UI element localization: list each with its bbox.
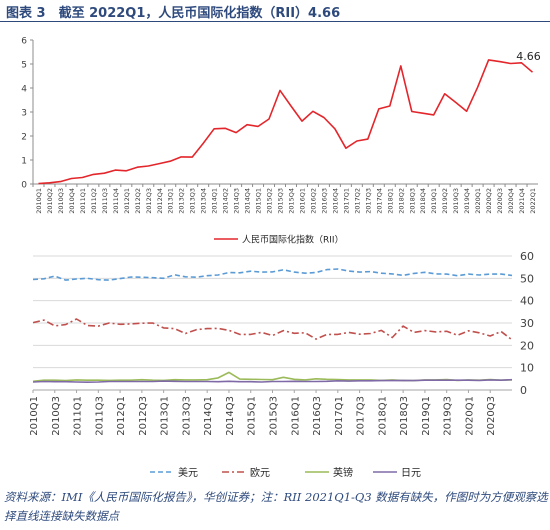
series-line-1: [32, 318, 513, 341]
x-tick-label: 2018Q4: [419, 188, 427, 214]
x-tick-label: 2015Q3: [277, 188, 285, 214]
x-tick-label: 2013Q1: [160, 396, 171, 436]
x-tick-label: 2019Q1: [421, 396, 432, 436]
x-tick-label: 2010Q2: [46, 188, 54, 214]
y-tick-label: 0: [520, 384, 527, 397]
x-tick-label: 2012Q2: [134, 188, 142, 214]
x-tick-label: 2015Q4: [287, 188, 295, 214]
legend-label-2: 英镑: [333, 466, 353, 479]
y-tick-label: 10: [520, 362, 534, 375]
figure-title: 图表 3 截至 2022Q1，人民币国际化指数（RII）4.66: [6, 6, 341, 21]
y-tick-label: 0: [21, 181, 27, 191]
x-tick-label: 2010Q1: [29, 396, 40, 436]
x-tick-label: 2011Q4: [112, 188, 120, 214]
x-tick-label: 2015Q1: [247, 396, 258, 436]
x-tick-label: 2012Q1: [123, 188, 131, 214]
x-tick-label: 2016Q4: [331, 188, 339, 214]
x-tick-label: 2017Q1: [334, 396, 345, 436]
x-tick-label: 2014Q1: [211, 188, 219, 214]
y-tick-label: 5: [21, 61, 27, 71]
y-tick-label: 20: [520, 339, 534, 352]
x-tick-label: 2016Q2: [309, 188, 317, 214]
x-tick-label: 2010Q3: [51, 396, 62, 436]
x-tick-label: 2014Q4: [244, 188, 252, 214]
x-tick-label: 2019Q2: [441, 188, 449, 214]
x-tick-label: 2013Q3: [181, 396, 192, 436]
x-tick-label: 2016Q1: [290, 396, 301, 436]
x-tick-label: 2018Q3: [399, 396, 410, 436]
x-tick-label: 2011Q1: [79, 188, 87, 214]
source-footnote: 资料来源：IMI《人民币国际化报告》，华创证券；注：RII 2021Q1-Q3 …: [4, 490, 548, 523]
x-tick-label: 2010Q4: [68, 188, 76, 214]
x-tick-label: 2020Q1: [474, 188, 482, 214]
x-tick-label: 2016Q3: [320, 188, 328, 214]
y-tick-label: 1: [21, 157, 27, 167]
x-tick-label: 2012Q3: [145, 188, 153, 214]
x-tick-label: 2010Q1: [35, 188, 43, 214]
y-tick-label: 30: [520, 317, 534, 330]
x-tick-label: 2014Q2: [222, 188, 230, 214]
x-tick-label: 2011Q3: [101, 188, 109, 214]
x-tick-label: 2018Q3: [408, 188, 416, 214]
x-tick-label: 2014Q1: [203, 396, 214, 436]
x-tick-label: 2010Q3: [57, 188, 65, 214]
series-line-0: [32, 268, 513, 281]
x-tick-label: 2011Q1: [73, 396, 84, 436]
x-tick-label: 2020Q4: [507, 188, 515, 214]
x-tick-label: 2017Q4: [375, 188, 383, 214]
x-tick-label: 2016Q1: [298, 188, 306, 214]
x-tick-label: 2022Q1: [529, 188, 537, 214]
x-tick-label: 2013Q4: [200, 188, 208, 214]
y-tick-label: 40: [520, 295, 534, 308]
x-tick-label: 2019Q1: [430, 188, 438, 214]
last-value-annotation: 4.66: [516, 50, 541, 63]
x-tick-label: 2012Q1: [116, 396, 127, 436]
x-tick-label: 2017Q3: [356, 396, 367, 436]
x-tick-label: 2011Q3: [94, 396, 105, 436]
x-tick-label: 2020Q1: [464, 396, 475, 436]
legend-label-0: 美元: [178, 466, 198, 479]
y-tick-label: 3: [21, 109, 27, 119]
y-tick-label: 50: [520, 272, 534, 285]
x-tick-label: 2015Q2: [266, 188, 274, 214]
legend-label-3: 日元: [401, 468, 421, 479]
x-tick-label: 2018Q2: [397, 188, 405, 214]
legend-label-rii: 人民币国际化指数（RII）: [242, 234, 344, 246]
x-tick-label: 2017Q2: [353, 188, 361, 214]
x-tick-label: 2018Q1: [377, 396, 388, 436]
y-tick-label: 60: [520, 250, 534, 263]
legend-label-1: 欧元: [250, 467, 270, 479]
x-tick-label: 2017Q3: [364, 188, 372, 214]
x-tick-label: 2020Q3: [486, 396, 497, 436]
x-tick-label: 2016Q3: [312, 396, 323, 436]
x-tick-label: 2012Q3: [138, 396, 149, 436]
y-tick-label: 4: [21, 85, 27, 95]
series-line-3: [32, 378, 513, 383]
x-tick-label: 2019Q4: [463, 188, 471, 214]
x-tick-label: 2019Q3: [452, 188, 460, 214]
x-tick-label: 2013Q3: [189, 188, 197, 214]
x-tick-label: 2017Q1: [342, 188, 350, 214]
x-tick-label: 2013Q1: [167, 188, 175, 214]
x-tick-label: 2011Q2: [90, 188, 98, 214]
rii-series-line: [38, 59, 534, 185]
x-tick-label: 2020Q3: [496, 188, 504, 214]
x-tick-label: 2013Q2: [178, 188, 186, 214]
x-tick-label: 2015Q1: [255, 188, 263, 214]
x-tick-label: 2021Q4: [518, 188, 526, 214]
y-tick-label: 2: [21, 133, 27, 143]
x-tick-label: 2015Q3: [269, 396, 280, 436]
title-rule: [0, 21, 550, 22]
currency-share-chart: 0 10 20 30 40 50 60 2010Q1 2010Q3 2011Q1 2011Q3 201…: [29, 250, 534, 479]
x-tick-label: 2018Q1: [386, 188, 394, 214]
x-tick-label: 2020Q2: [485, 188, 493, 214]
x-tick-label: 2014Q3: [233, 188, 241, 214]
x-tick-label: 2014Q3: [225, 396, 236, 436]
x-tick-label: 2012Q4: [156, 188, 164, 214]
x-tick-label: 2019Q3: [443, 396, 454, 436]
y-tick-label: 6: [21, 37, 27, 47]
